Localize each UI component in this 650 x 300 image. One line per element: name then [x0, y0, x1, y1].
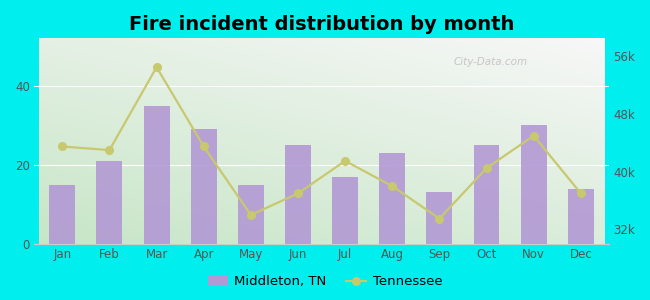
- Bar: [96, 161, 122, 244]
- Bar: [521, 125, 547, 244]
- Legend: Middleton, TN, Tennessee: Middleton, TN, Tennessee: [203, 270, 447, 293]
- Title: Fire incident distribution by month: Fire incident distribution by month: [129, 15, 514, 34]
- Bar: [568, 188, 593, 244]
- Text: City-Data.com: City-Data.com: [454, 57, 528, 67]
- Bar: [426, 193, 452, 244]
- Bar: [380, 153, 405, 244]
- Bar: [49, 184, 75, 244]
- Bar: [144, 106, 170, 244]
- Bar: [474, 145, 499, 244]
- Bar: [238, 184, 264, 244]
- Bar: [332, 177, 358, 244]
- Bar: [190, 129, 216, 244]
- Bar: [285, 145, 311, 244]
